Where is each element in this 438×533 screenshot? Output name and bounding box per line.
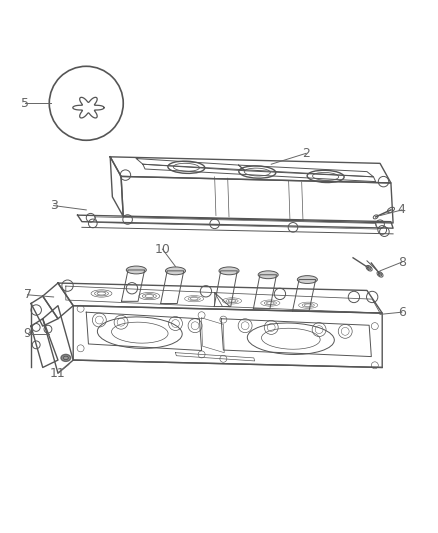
- Text: 3: 3: [49, 199, 57, 212]
- Text: 5: 5: [21, 97, 29, 110]
- Ellipse shape: [126, 266, 146, 274]
- Text: 2: 2: [302, 147, 310, 160]
- Ellipse shape: [61, 354, 71, 361]
- Ellipse shape: [258, 271, 278, 279]
- Text: 6: 6: [398, 306, 406, 319]
- Text: 4: 4: [398, 204, 406, 216]
- Ellipse shape: [219, 267, 239, 275]
- Ellipse shape: [166, 267, 185, 275]
- Ellipse shape: [297, 276, 318, 284]
- Text: 11: 11: [50, 367, 66, 379]
- Text: 10: 10: [155, 243, 170, 256]
- Text: 7: 7: [24, 288, 32, 301]
- Text: 8: 8: [398, 256, 406, 269]
- Text: 9: 9: [24, 327, 32, 341]
